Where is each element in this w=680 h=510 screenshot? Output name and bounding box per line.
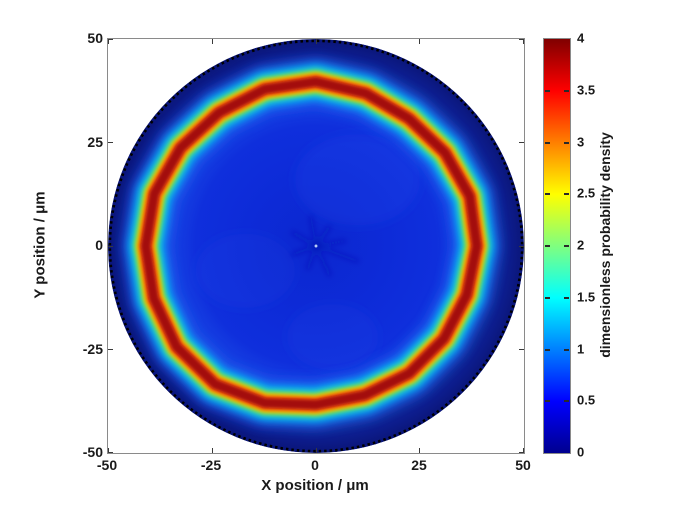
y-tick-label: -25 <box>82 340 103 357</box>
colorbar-tick-mark <box>545 348 550 351</box>
y-axis-label: Y position / μm <box>31 191 49 299</box>
star-spoke <box>308 215 318 247</box>
tick-mark-x <box>523 448 524 453</box>
tick-mark-x <box>108 448 109 453</box>
tick-mark-x <box>212 39 213 44</box>
colorbar-tick-mark <box>545 141 550 144</box>
star-spoke <box>315 238 347 248</box>
colorbar-tick-label: 0 <box>577 444 585 460</box>
colorbar-tick-mark <box>564 141 569 144</box>
center-spot <box>314 244 318 248</box>
tick-mark-y <box>108 246 113 247</box>
center-star-pattern <box>290 215 360 278</box>
tick-mark-x <box>316 448 317 453</box>
tick-mark-y <box>519 349 524 350</box>
colorbar-tick-label: 1 <box>577 341 585 356</box>
heatmap-svg <box>108 39 524 453</box>
tick-mark-y <box>108 349 113 350</box>
density-ring <box>122 58 500 428</box>
colorbar-tick-mark <box>545 245 550 247</box>
star-spoke <box>290 230 317 248</box>
tick-mark-y <box>108 142 113 143</box>
domain-boundary-dotted <box>108 39 524 453</box>
star-spoke <box>315 244 360 264</box>
x-tick-label: 50 <box>515 457 531 473</box>
colorbar-tick-label: 4 <box>577 30 585 46</box>
tick-mark-y <box>108 39 113 40</box>
colorbar-tick-mark <box>564 296 569 299</box>
heatmap-disc-group <box>108 39 524 453</box>
tick-mark-y <box>108 452 113 453</box>
y-tick-label: 0 <box>95 237 103 253</box>
tick-mark-x <box>212 448 213 453</box>
y-tick-label: 50 <box>87 30 103 46</box>
colorbar-tick-mark <box>545 400 550 403</box>
x-tick-label: 0 <box>311 457 319 473</box>
star-spoke <box>314 245 332 278</box>
star-spoke <box>305 245 318 271</box>
colorbar-tick-mark <box>545 193 550 196</box>
plot-area <box>107 38 525 454</box>
tick-mark-y <box>519 246 524 247</box>
tick-mark-y <box>519 39 524 40</box>
colorbar-title: dimensionless probability density <box>597 132 613 358</box>
x-tick-label: -25 <box>200 457 222 473</box>
interior-patches <box>195 134 420 371</box>
y-tick-label: -50 <box>82 444 103 460</box>
ring-band-layer <box>140 76 482 410</box>
colorbar-tick-mark <box>545 296 550 299</box>
tick-mark-x <box>419 448 420 453</box>
tick-mark-y <box>519 452 524 453</box>
colorbar-tick-mark <box>564 89 569 92</box>
tick-mark-x <box>419 39 420 44</box>
colorbar-tick-mark <box>564 193 569 196</box>
colorbar <box>543 38 571 454</box>
colorbar-tick-label: 3 <box>577 134 585 149</box>
x-axis-label: X position / μm <box>261 477 369 494</box>
colorbar-tick-mark <box>564 348 569 351</box>
star-spoke <box>314 224 332 248</box>
tick-mark-x <box>523 39 524 44</box>
colorbar-tick-mark <box>545 89 550 92</box>
colorbar-tick-mark <box>564 245 569 247</box>
tick-mark-x <box>108 39 109 44</box>
x-tick-label: -50 <box>96 457 118 473</box>
colorbar-tick-label: 0.5 <box>577 392 596 408</box>
star-spoke <box>290 244 317 257</box>
colorbar-tick-mark <box>564 400 569 403</box>
colorbar-tick-label: 2.5 <box>577 185 596 201</box>
colorbar-tick-label: 3.5 <box>577 82 596 98</box>
y-tick-label: 25 <box>87 133 103 150</box>
colorbar-tick-label: 1.5 <box>577 289 596 305</box>
x-tick-label: 25 <box>411 457 427 473</box>
tick-mark-y <box>519 142 524 143</box>
colorbar-tick-label: 2 <box>577 237 585 253</box>
tick-mark-x <box>316 39 317 44</box>
